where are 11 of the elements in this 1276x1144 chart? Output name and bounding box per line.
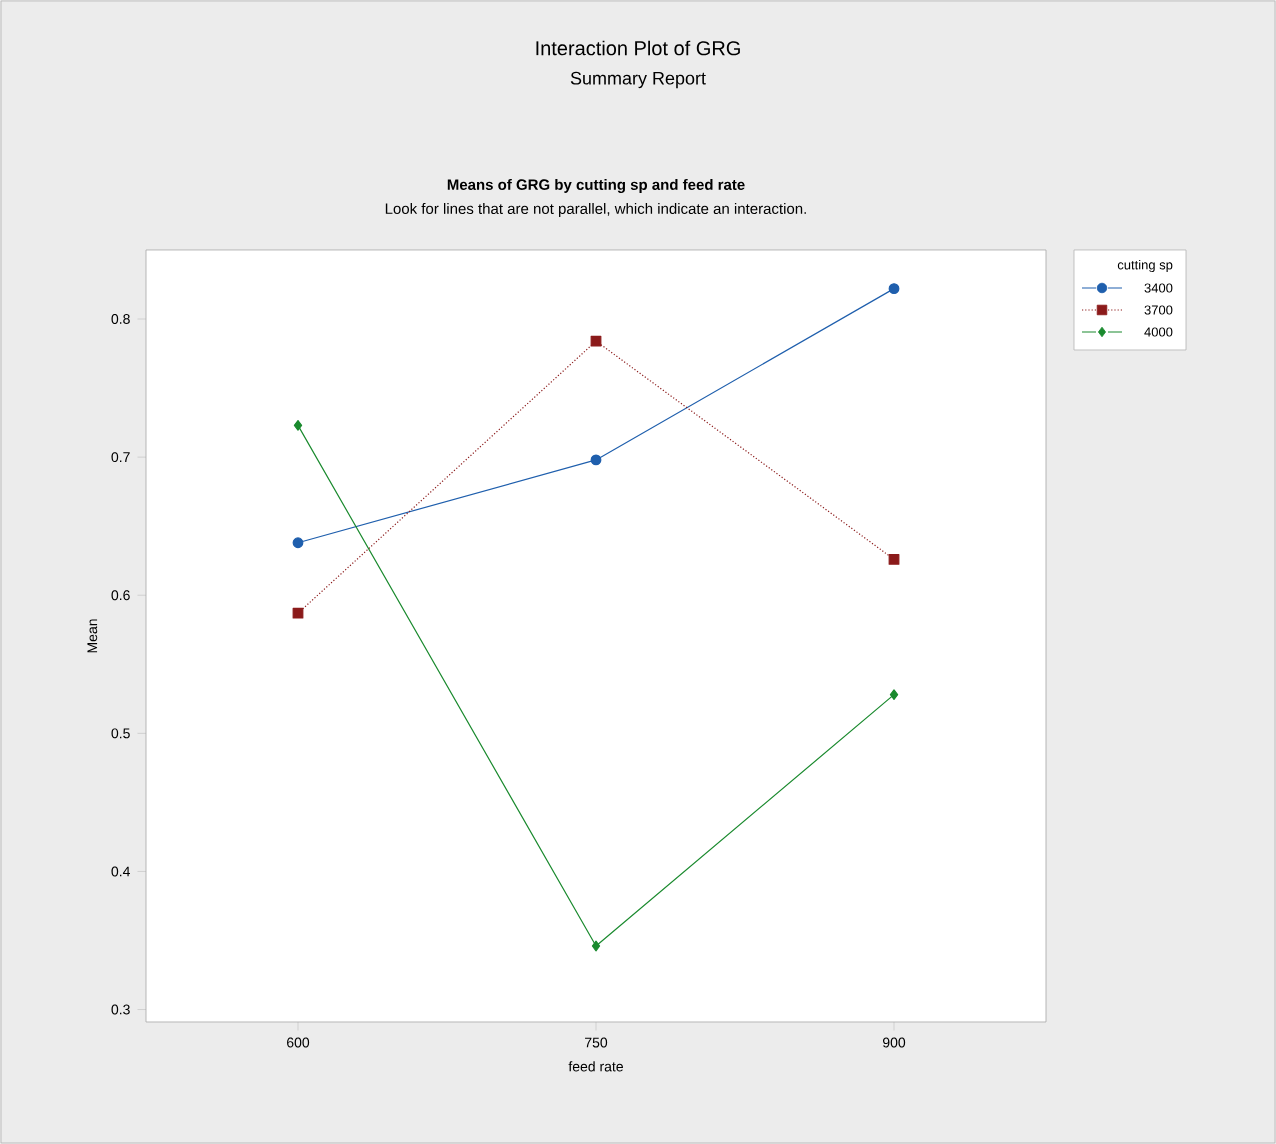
point — [591, 940, 601, 952]
point — [889, 689, 899, 701]
point — [590, 454, 602, 466]
point — [293, 419, 303, 431]
point — [888, 553, 900, 565]
point — [292, 607, 304, 619]
chart-title: Interaction Plot of GRG — [536, 40, 740, 56]
chart-subtitle: Summary Report — [570, 71, 706, 89]
point — [292, 537, 304, 549]
point — [888, 283, 900, 295]
point — [590, 335, 602, 347]
